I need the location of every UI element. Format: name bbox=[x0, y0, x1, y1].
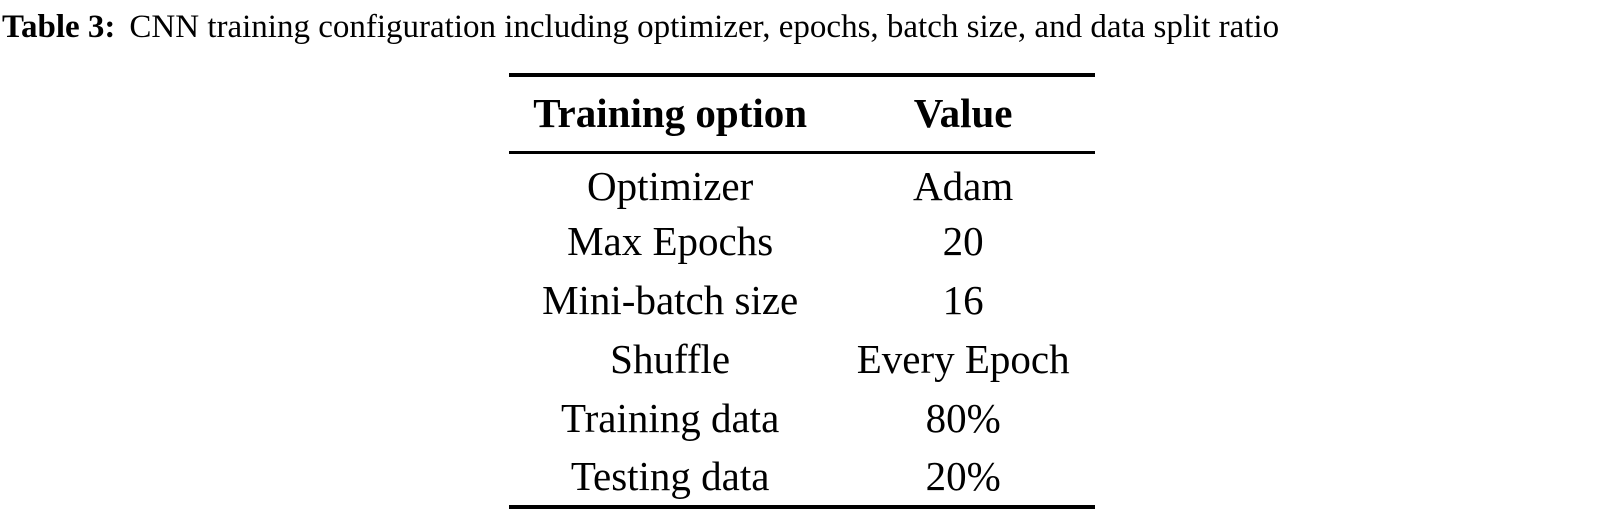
option-cell: Testing data bbox=[570, 453, 770, 499]
option-cell: Max Epochs bbox=[567, 218, 774, 264]
table-caption: Table 3: CNN training configuration inclu… bbox=[0, 0, 1604, 49]
value-cell: 20% bbox=[925, 453, 1001, 499]
value-cell: 80% bbox=[925, 395, 1001, 441]
table-container: Training option Value Optimizer Adam Max… bbox=[509, 73, 1095, 509]
table-row: Shuffle Every Epoch bbox=[509, 330, 1095, 389]
table-row: Mini-batch size 16 bbox=[509, 271, 1095, 330]
config-table: Training option Value Optimizer Adam Max… bbox=[509, 73, 1095, 509]
table-row: Max Epochs 20 bbox=[509, 212, 1095, 271]
column-header-training-option: Training option bbox=[509, 75, 832, 154]
table-caption-text: CNN training configuration including opt… bbox=[129, 9, 1280, 45]
table-row: Training data 80% bbox=[509, 389, 1095, 448]
option-cell: Training data bbox=[561, 395, 780, 441]
table-caption-label: Table 3: bbox=[2, 9, 116, 45]
header-row: Training option Value bbox=[509, 75, 1095, 154]
option-cell: Shuffle bbox=[610, 336, 731, 382]
table-row: Testing data 20% bbox=[509, 448, 1095, 507]
column-header-value: Value bbox=[831, 75, 1095, 154]
option-cell: Mini-batch size bbox=[542, 277, 799, 323]
value-cell: Adam bbox=[913, 162, 1014, 209]
table-header: Training option Value bbox=[509, 75, 1095, 154]
value-cell: 20 bbox=[942, 218, 984, 264]
value-cell: Every Epoch bbox=[856, 336, 1070, 382]
option-cell: Optimizer bbox=[587, 162, 754, 209]
table-body: Optimizer Adam Max Epochs 20 Mini-batch … bbox=[509, 153, 1095, 507]
value-cell: 16 bbox=[942, 277, 984, 323]
table-row: Optimizer Adam bbox=[509, 153, 1095, 212]
